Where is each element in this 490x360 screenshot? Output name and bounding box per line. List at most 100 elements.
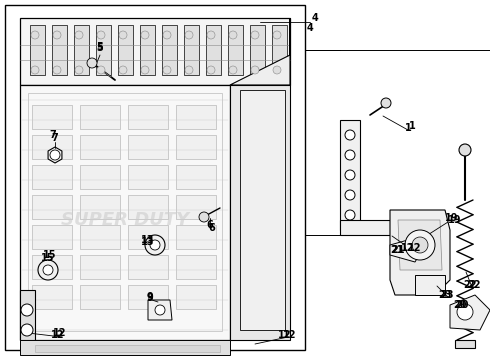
- Text: 4: 4: [307, 23, 314, 33]
- Polygon shape: [390, 210, 450, 295]
- Bar: [128, 285, 168, 309]
- Circle shape: [50, 150, 60, 160]
- Circle shape: [345, 130, 355, 140]
- Polygon shape: [20, 18, 290, 85]
- Circle shape: [251, 66, 259, 74]
- Bar: [206, 25, 221, 75]
- Polygon shape: [390, 238, 422, 262]
- Bar: [32, 135, 72, 159]
- Text: 21: 21: [391, 245, 405, 255]
- Circle shape: [459, 144, 471, 156]
- Circle shape: [229, 31, 237, 39]
- Circle shape: [150, 240, 160, 250]
- Text: 12: 12: [283, 330, 297, 340]
- Text: 20: 20: [453, 300, 467, 310]
- Circle shape: [345, 210, 355, 220]
- Bar: [80, 255, 120, 279]
- Bar: [272, 25, 287, 75]
- Bar: [32, 105, 72, 129]
- Text: 21: 21: [390, 245, 404, 255]
- Circle shape: [273, 66, 281, 74]
- Circle shape: [119, 31, 127, 39]
- Bar: [32, 255, 72, 279]
- Bar: [52, 25, 67, 75]
- Text: 12: 12: [408, 243, 422, 253]
- Text: 22: 22: [463, 280, 477, 290]
- Circle shape: [75, 31, 83, 39]
- Polygon shape: [35, 345, 220, 352]
- Bar: [80, 285, 120, 309]
- Circle shape: [97, 66, 105, 74]
- Circle shape: [381, 98, 391, 108]
- Bar: [250, 25, 265, 75]
- Circle shape: [457, 304, 473, 320]
- Bar: [32, 165, 72, 189]
- Polygon shape: [240, 90, 285, 330]
- Circle shape: [345, 190, 355, 200]
- Bar: [128, 225, 168, 249]
- Circle shape: [21, 324, 33, 336]
- Polygon shape: [20, 290, 35, 340]
- Circle shape: [97, 31, 105, 39]
- Circle shape: [53, 66, 61, 74]
- Text: 13: 13: [141, 235, 155, 245]
- Polygon shape: [450, 295, 490, 330]
- Circle shape: [38, 260, 58, 280]
- Bar: [128, 255, 168, 279]
- Circle shape: [405, 230, 435, 260]
- Circle shape: [345, 150, 355, 160]
- Text: 9: 9: [147, 293, 153, 303]
- Circle shape: [163, 66, 171, 74]
- Polygon shape: [48, 147, 62, 163]
- Bar: [80, 225, 120, 249]
- Bar: [128, 105, 168, 129]
- Bar: [80, 165, 120, 189]
- Text: 12: 12: [53, 328, 67, 338]
- Text: 23: 23: [440, 290, 454, 300]
- Circle shape: [185, 66, 193, 74]
- Text: 12: 12: [278, 330, 292, 340]
- Text: 6: 6: [209, 223, 216, 233]
- Circle shape: [345, 170, 355, 180]
- Bar: [176, 135, 216, 159]
- Bar: [28, 93, 222, 331]
- Circle shape: [207, 66, 215, 74]
- Text: 19: 19: [445, 213, 459, 223]
- Bar: [176, 285, 216, 309]
- Bar: [80, 135, 120, 159]
- Bar: [176, 195, 216, 219]
- Polygon shape: [340, 120, 360, 230]
- Text: 23: 23: [438, 290, 452, 300]
- Circle shape: [141, 31, 149, 39]
- Circle shape: [31, 66, 39, 74]
- Bar: [128, 165, 168, 189]
- Bar: [228, 25, 243, 75]
- Text: 15: 15: [41, 253, 55, 263]
- Polygon shape: [398, 220, 442, 270]
- Text: 1: 1: [405, 123, 412, 133]
- Text: 12: 12: [51, 330, 65, 340]
- Bar: [184, 25, 199, 75]
- Polygon shape: [230, 18, 290, 85]
- Text: 7: 7: [49, 130, 56, 140]
- Circle shape: [185, 31, 193, 39]
- Bar: [32, 195, 72, 219]
- Circle shape: [155, 305, 165, 315]
- Text: 5: 5: [97, 43, 103, 53]
- Text: 9: 9: [147, 292, 153, 302]
- Bar: [176, 255, 216, 279]
- Circle shape: [43, 265, 53, 275]
- Circle shape: [273, 31, 281, 39]
- Bar: [32, 285, 72, 309]
- Circle shape: [75, 66, 83, 74]
- Circle shape: [141, 66, 149, 74]
- Polygon shape: [20, 340, 230, 355]
- Text: 22: 22: [467, 280, 481, 290]
- Polygon shape: [455, 340, 475, 348]
- Text: 6: 6: [207, 220, 213, 230]
- Polygon shape: [415, 275, 445, 295]
- Bar: [176, 105, 216, 129]
- Text: 19: 19: [448, 215, 462, 225]
- Text: 5: 5: [97, 42, 103, 52]
- Bar: [80, 195, 120, 219]
